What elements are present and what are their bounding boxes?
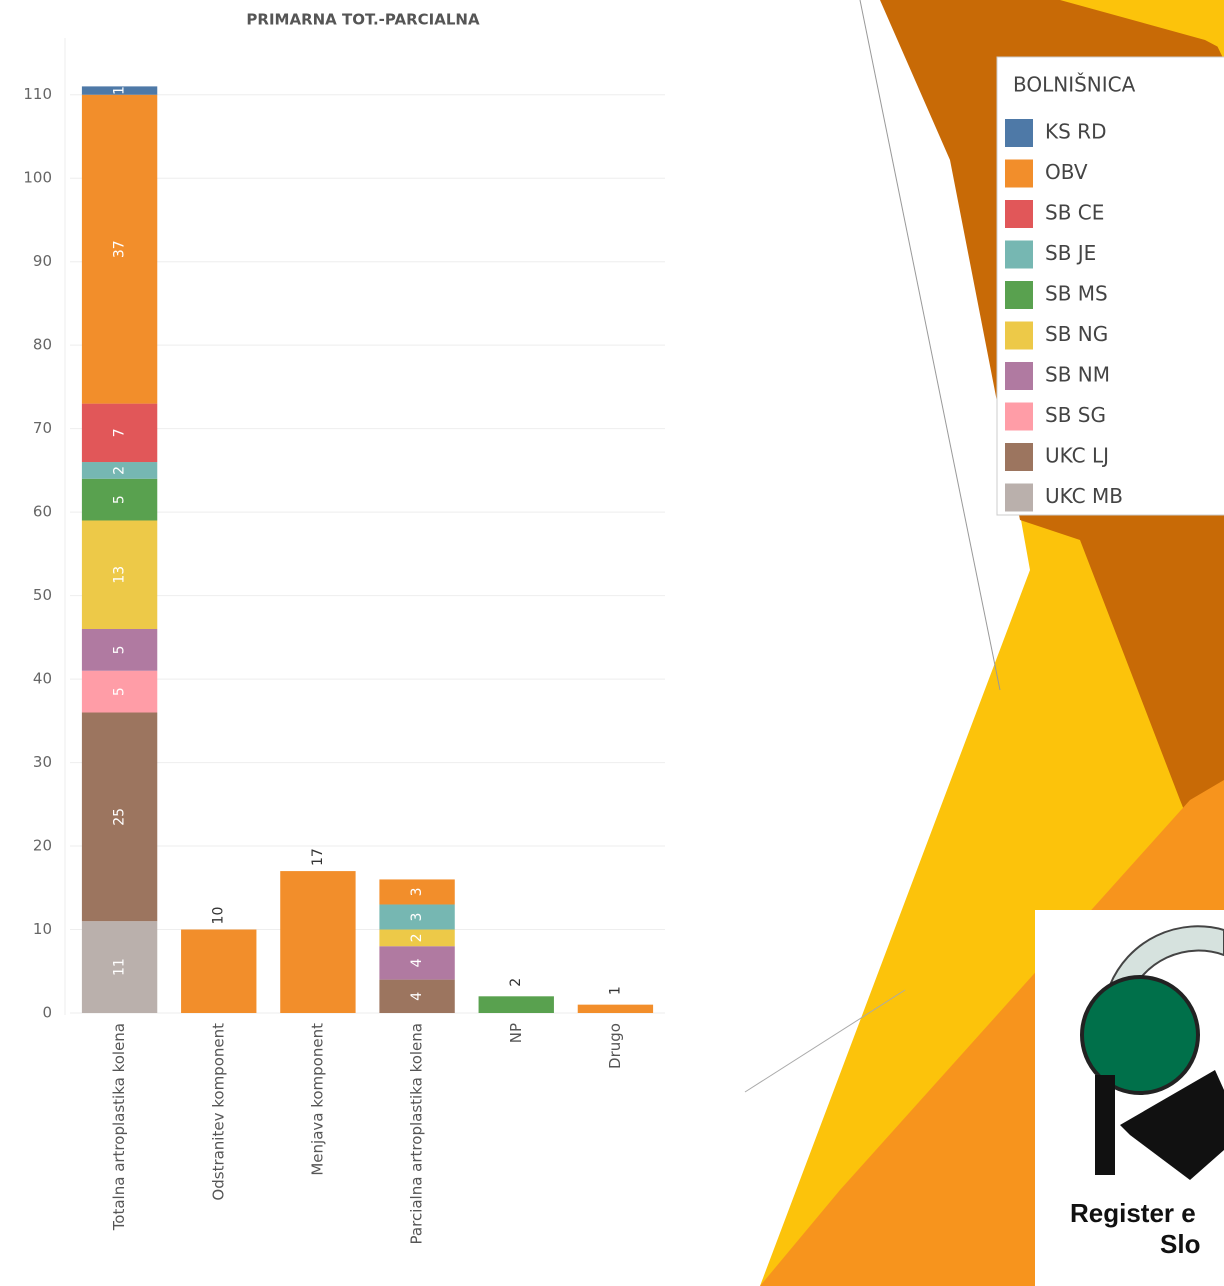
data-label: 5 [112, 687, 128, 696]
legend-label: UKC MB [1045, 484, 1123, 508]
legend-label: SB NM [1045, 363, 1110, 387]
legend-swatch [1005, 403, 1033, 431]
x-tick-label: NP [507, 1023, 525, 1043]
data-label: 10 [211, 907, 227, 925]
y-tick-label: 70 [33, 419, 52, 437]
y-tick-label: 10 [33, 920, 52, 938]
data-label: 7 [112, 428, 128, 437]
data-label: 37 [112, 240, 128, 258]
y-tick-label: 90 [33, 252, 52, 270]
y-tick-label: 80 [33, 336, 52, 354]
y-tick-label: 20 [33, 837, 52, 855]
data-label: 3 [409, 887, 425, 896]
data-label: 17 [310, 848, 326, 866]
data-label: 2 [409, 933, 425, 942]
y-tick-label: 100 [23, 169, 52, 187]
data-label: 4 [409, 992, 425, 1001]
chart: BOLNIŠNICA KS RD OBV SB CE SB JE SB MS SB NG S… [0, 0, 1224, 1286]
logo-k [1095, 1075, 1115, 1175]
legend-label: OBV [1045, 160, 1088, 184]
legend-swatch [1005, 281, 1033, 309]
x-tick-label: Drugo [606, 1023, 624, 1069]
legend-label: SB JE [1045, 241, 1096, 265]
y-tick-label: 40 [33, 670, 52, 688]
data-label: 4 [409, 958, 425, 967]
data-label: 3 [409, 913, 425, 922]
y-tick-label: 110 [23, 85, 52, 103]
data-label: 2 [508, 978, 524, 987]
data-label: 11 [112, 958, 128, 976]
legend-label: SB MS [1045, 282, 1108, 306]
y-tick-label: 50 [33, 586, 52, 604]
legend-swatch [1005, 443, 1033, 471]
legend-label: SB SG [1045, 403, 1106, 427]
legend-swatch [1005, 200, 1033, 228]
bar-segment [181, 930, 256, 1013]
data-label: 1 [112, 86, 128, 95]
data-label: 2 [112, 466, 128, 475]
legend-label: KS RD [1045, 120, 1106, 144]
data-label: 1 [607, 986, 623, 995]
x-tick-label: Odstranitev komponent [209, 1023, 227, 1201]
legend-title: BOLNIŠNICA [1013, 73, 1136, 97]
data-label: 13 [112, 566, 128, 584]
x-tick-label: Menjava komponent [308, 1023, 326, 1176]
legend-label: SB CE [1045, 201, 1104, 225]
legend-swatch [1005, 119, 1033, 147]
legend-swatch [1005, 322, 1033, 350]
data-label: 25 [112, 808, 128, 826]
y-tick-label: 60 [33, 503, 52, 521]
data-label: 5 [112, 645, 128, 654]
logo-text: Register e [1070, 1198, 1196, 1228]
logo-text: Slo [1160, 1229, 1200, 1259]
legend-swatch [1005, 241, 1033, 269]
legend-label: SB NG [1045, 322, 1108, 346]
legend-swatch [1005, 484, 1033, 512]
chart-title: PRIMARNA TOT.-PARCIALNA [246, 11, 480, 29]
legend-label: UKC LJ [1045, 444, 1109, 468]
bar-segment [280, 871, 355, 1013]
bar-segment [578, 1005, 653, 1013]
x-tick-label: Parcialna artroplastika kolena [408, 1023, 426, 1244]
x-tick-label: Totalna artroplastika kolena [110, 1023, 128, 1231]
page: BOLNIŠNICA KS RD OBV SB CE SB JE SB MS SB NG S… [0, 0, 1224, 1286]
legend-swatch [1005, 362, 1033, 390]
data-label: 5 [112, 495, 128, 504]
legend-swatch [1005, 160, 1033, 188]
y-tick-label: 30 [33, 753, 52, 771]
y-tick-label: 0 [42, 1004, 52, 1022]
bar-segment [479, 996, 554, 1013]
